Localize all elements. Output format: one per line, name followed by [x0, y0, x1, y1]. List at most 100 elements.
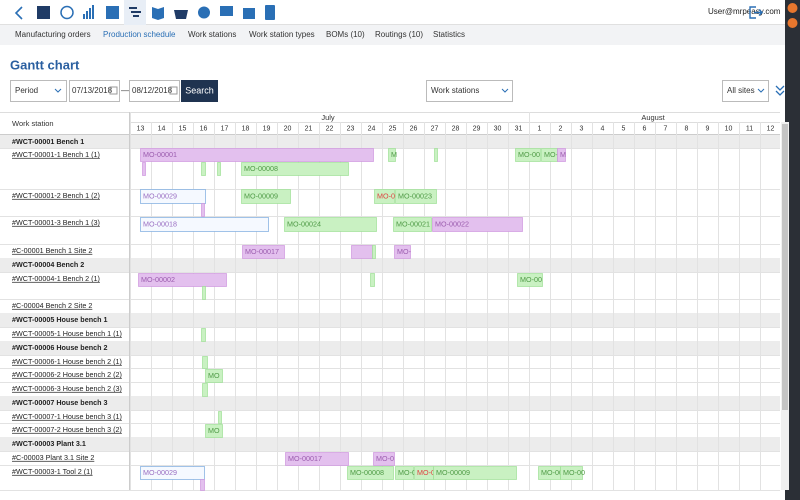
task-bar[interactable]: [432, 217, 523, 232]
task-bar[interactable]: [370, 273, 375, 287]
tabs: Manufacturing orders Production schedule W…: [15, 30, 465, 39]
task-label: MO-00009: [244, 191, 278, 200]
icon[interactable]: [152, 7, 164, 20]
task-label: M: [391, 150, 397, 159]
month-label: July: [321, 113, 335, 122]
row-label[interactable]: #WCT-00003-1 Tool 2 (1): [12, 467, 93, 476]
task-bar[interactable]: [140, 217, 269, 232]
task-bar[interactable]: [284, 217, 377, 232]
task-bar[interactable]: [242, 245, 285, 259]
icon[interactable]: [243, 8, 255, 19]
row-label[interactable]: #WCT-00001-2 Bench 1 (2): [12, 191, 100, 200]
row-label[interactable]: #WCT-00006-1 House bench 2 (1): [12, 357, 122, 366]
task-label: MO-00029: [143, 191, 177, 200]
search-button[interactable]: [181, 80, 218, 102]
day-label: 27: [431, 125, 439, 132]
task-bar[interactable]: [201, 203, 205, 217]
task-bar[interactable]: [434, 148, 438, 162]
task-bar[interactable]: [205, 424, 223, 438]
gantt-chart: Work station 13 14 15 16 17 18 19 20 21 22 23 24 25 2…: [0, 112, 780, 491]
task-bar[interactable]: [218, 411, 222, 424]
site-select[interactable]: [722, 80, 769, 102]
date-from-input[interactable]: [69, 80, 120, 102]
row-label[interactable]: #WCT-00004-1 Bench 2 (1): [12, 274, 100, 283]
task-bar[interactable]: [560, 466, 583, 480]
logout-icon[interactable]: [749, 6, 763, 19]
period-select[interactable]: [10, 80, 67, 102]
group-label: #WCT-00001 Bench 1: [12, 137, 84, 146]
task-bar[interactable]: [138, 273, 227, 287]
tab[interactable]: Production schedule: [103, 30, 176, 39]
task-bar[interactable]: [202, 383, 208, 397]
row-label[interactable]: #C-00001 Bench 1 Site 2: [12, 246, 92, 255]
row-label[interactable]: #WCT-00007-2 House bench 3 (2): [12, 425, 122, 434]
task-bar[interactable]: [393, 217, 432, 232]
task-bar[interactable]: [202, 356, 208, 369]
icon[interactable]: [174, 10, 188, 19]
row-label[interactable]: #C-00003 Plant 3.1 Site 2: [12, 453, 94, 462]
task-bar[interactable]: [201, 328, 206, 342]
task-bar[interactable]: [374, 189, 395, 204]
row-label[interactable]: #WCT-00001-3 Bench 1 (3): [12, 218, 100, 227]
task-bar[interactable]: [557, 148, 566, 162]
task-bar[interactable]: [395, 189, 437, 204]
day-label: 1: [538, 125, 542, 132]
task-bar[interactable]: [200, 479, 205, 491]
task-bar[interactable]: [515, 148, 541, 162]
row-label[interactable]: #C-00004 Bench 2 Site 2: [12, 301, 92, 310]
user-email[interactable]: User@mrpeasy.com: [708, 7, 781, 16]
icon[interactable]: [129, 7, 141, 17]
task-bar[interactable]: [285, 452, 349, 466]
icon[interactable]: [83, 5, 94, 19]
icon[interactable]: [106, 6, 119, 19]
date-to-input[interactable]: [129, 80, 180, 102]
tab[interactable]: Work station types: [249, 30, 315, 39]
day-label: 30: [494, 125, 502, 132]
day-label: 15: [179, 125, 187, 132]
group-label: #WCT-00004 Bench 2: [12, 260, 84, 269]
calendar-icon[interactable]: [109, 86, 118, 95]
tab[interactable]: Work stations: [188, 30, 236, 39]
task-bar[interactable]: [241, 189, 291, 204]
task-bar[interactable]: [394, 245, 411, 259]
help-icon[interactable]: [787, 3, 798, 13]
row-label[interactable]: #WCT-00007-1 House bench 3 (1): [12, 412, 122, 421]
tab[interactable]: Manufacturing orders: [15, 30, 91, 39]
icon[interactable]: [220, 6, 233, 16]
task-bar[interactable]: [202, 286, 206, 300]
row-label[interactable]: #WCT-00001-1 Bench 1 (1): [12, 150, 100, 159]
row-label[interactable]: #WCT-00005-1 House bench 1 (1): [12, 329, 122, 338]
group-select[interactable]: [426, 80, 513, 102]
task-bar[interactable]: [433, 466, 517, 480]
task-bar[interactable]: [205, 369, 223, 383]
day-label: 31: [515, 125, 523, 132]
task-bar[interactable]: [395, 466, 414, 480]
row-label[interactable]: #WCT-00006-3 House bench 2 (3): [12, 384, 122, 393]
task-bar[interactable]: [373, 452, 395, 466]
task-bar[interactable]: [347, 466, 394, 480]
task-bar[interactable]: [351, 245, 373, 259]
back-icon[interactable]: [14, 6, 23, 20]
tab[interactable]: Statistics: [433, 30, 465, 39]
task-bar[interactable]: [388, 148, 396, 162]
tab[interactable]: Routings (10): [375, 30, 423, 39]
icon[interactable]: [60, 5, 74, 20]
scrollbar-thumb[interactable]: [782, 124, 788, 410]
task-bar[interactable]: [517, 273, 543, 287]
task-bar[interactable]: [140, 148, 374, 162]
task-bar[interactable]: [241, 162, 349, 176]
calendar-icon[interactable]: [169, 86, 178, 95]
expand-icon[interactable]: [775, 85, 785, 96]
task-bar[interactable]: [142, 162, 146, 176]
task-bar[interactable]: [201, 162, 206, 176]
task-bar[interactable]: [140, 189, 206, 204]
icon[interactable]: [265, 5, 275, 20]
tab[interactable]: BOMs (10): [326, 30, 365, 39]
notes-icon[interactable]: [787, 18, 798, 28]
icon[interactable]: [198, 6, 210, 19]
task-bar[interactable]: [140, 466, 205, 480]
row-label[interactable]: #WCT-00006-2 House bench 2 (2): [12, 370, 122, 379]
task-bar[interactable]: [217, 162, 221, 176]
icon[interactable]: [37, 6, 50, 19]
task-bar[interactable]: [372, 245, 376, 259]
